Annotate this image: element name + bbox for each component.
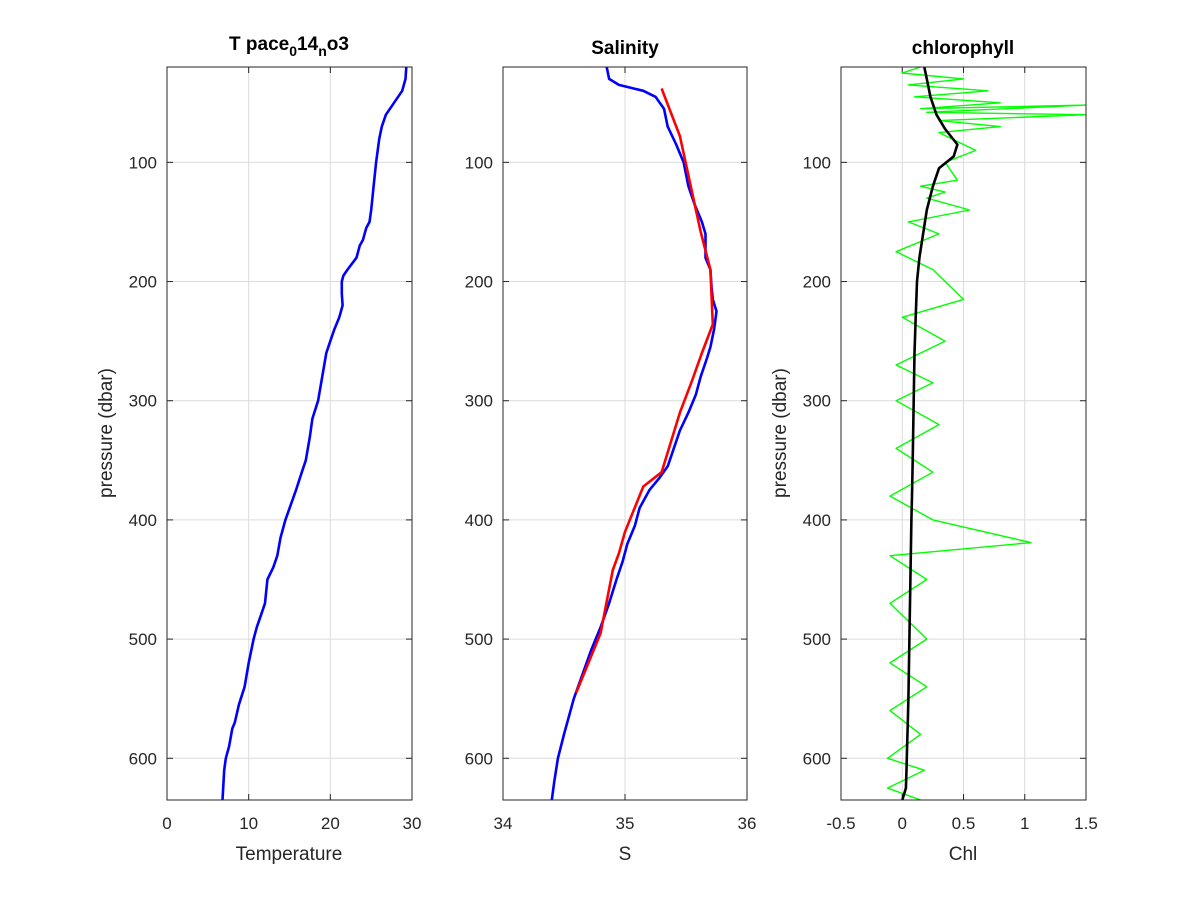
- temperature-series-line-0: [221, 67, 408, 800]
- panel-temperature: T pace014no3 Temperature pressure (dbar)…: [96, 34, 421, 865]
- chlorophyll-y-tick-label: 100: [803, 153, 831, 172]
- salinity-axes-frame: [502, 66, 748, 801]
- salinity-y-tick-label: 500: [465, 630, 493, 649]
- temperature-axes-frame: [166, 66, 413, 801]
- salinity-y-tick-label: 200: [465, 273, 493, 292]
- temperature-y-tick-label: 300: [129, 392, 157, 411]
- salinity-x-tick-label: 35: [616, 814, 635, 833]
- salinity-panel-title: Salinity: [591, 38, 659, 59]
- chlorophyll-y-axis-label: pressure (dbar): [770, 368, 791, 498]
- chlorophyll-y-tick-label: 600: [803, 749, 831, 768]
- salinity-series-line-1: [574, 88, 715, 694]
- chlorophyll-x-axis-label: Chl: [949, 844, 978, 865]
- temperature-x-tick-label: 0: [162, 814, 171, 833]
- salinity-y-tick-label: 300: [465, 392, 493, 411]
- chlorophyll-y-tick-label: 400: [803, 511, 831, 530]
- panel-salinity: Salinity S 34 35 36 100 200 300 400 500 600: [465, 38, 757, 865]
- temperature-x-tick-label: 30: [403, 814, 422, 833]
- chlorophyll-x-tick-label: -0.5: [826, 814, 855, 833]
- temperature-y-tick-label: 600: [129, 749, 157, 768]
- temperature-x-axis-label: Temperature: [236, 844, 343, 865]
- chlorophyll-y-tick-label: 500: [803, 630, 831, 649]
- temperature-y-tick-label: 200: [129, 273, 157, 292]
- salinity-y-tick-label: 600: [465, 749, 493, 768]
- chlorophyll-x-tick-label: 1: [1020, 814, 1029, 833]
- chlorophyll-x-tick-label: 0.5: [952, 814, 976, 833]
- chlorophyll-x-tick-label: 1.5: [1074, 814, 1098, 833]
- salinity-y-tick-label: 400: [465, 511, 493, 530]
- temperature-y-axis-label: pressure (dbar): [96, 368, 117, 498]
- chlorophyll-x-tick-label: 0: [898, 814, 907, 833]
- salinity-x-tick-label: 34: [494, 814, 513, 833]
- temperature-y-tick-label: 400: [129, 511, 157, 530]
- temperature-panel-title: T pace014no3: [229, 34, 349, 59]
- chlorophyll-panel-title: chlorophyll: [912, 38, 1014, 59]
- chlorophyll-axes-frame: [840, 66, 1087, 801]
- salinity-x-tick-label: 36: [738, 814, 757, 833]
- temperature-y-tick-label: 100: [129, 153, 157, 172]
- chlorophyll-y-tick-label: 300: [803, 392, 831, 411]
- chlorophyll-series-line-1: [901, 67, 959, 800]
- salinity-y-tick-label: 100: [465, 153, 493, 172]
- temperature-x-tick-label: 10: [239, 814, 258, 833]
- temperature-y-tick-label: 500: [129, 630, 157, 649]
- panel-chlorophyll: chlorophyll Chl pressure (dbar) -0.5 0 0.5…: [770, 38, 1098, 865]
- temperature-x-tick-label: 20: [321, 814, 340, 833]
- salinity-x-axis-label: S: [619, 844, 632, 865]
- chlorophyll-series-line-0: [886, 67, 1086, 800]
- chlorophyll-y-tick-label: 200: [803, 273, 831, 292]
